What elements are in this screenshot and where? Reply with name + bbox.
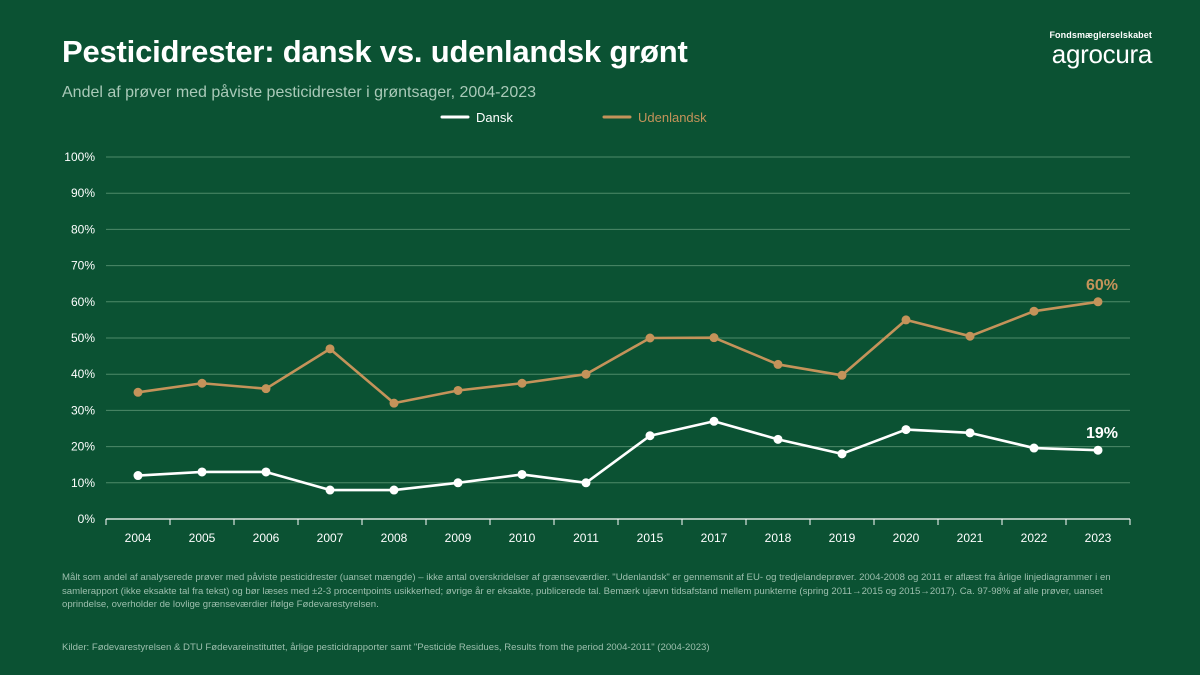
x-tick-label: 2020 [893, 531, 920, 545]
x-tick-label: 2008 [381, 531, 408, 545]
series-line-dansk [136, 419, 1100, 492]
brand-name: agrocura [1051, 39, 1153, 69]
methodology-note: Målt som andel af analyserede prøver med… [62, 572, 1111, 610]
data-point-udenlandsk [837, 370, 847, 380]
data-point-udenlandsk [901, 315, 911, 325]
data-point-udenlandsk [325, 344, 335, 354]
x-tick-label: 2022 [1021, 531, 1048, 545]
data-point-udenlandsk [389, 398, 399, 408]
y-tick-label: 30% [71, 403, 95, 417]
legend-label-dansk: Dansk [476, 110, 513, 125]
data-point-dansk [197, 467, 207, 477]
end-label-udenlandsk: 60% [1086, 277, 1118, 294]
x-tick-label: 2018 [765, 531, 792, 545]
chart-title: Pesticidrester: dansk vs. udenlandsk grø… [62, 34, 688, 69]
data-point-dansk [645, 431, 655, 441]
data-point-udenlandsk [581, 369, 591, 379]
data-point-dansk [517, 469, 527, 479]
brand-tagline: Fondsmæglerselskabet [1049, 30, 1152, 40]
line-chart: Dansk Udenlandsk 0% 10% 20% 30% 40% 50% 60% 70% 8… [64, 110, 1131, 545]
chart-legend: Dansk Udenlandsk [440, 110, 707, 125]
data-point-udenlandsk [1029, 306, 1039, 316]
x-tick-label: 2019 [829, 531, 856, 545]
chart-grid [106, 156, 1130, 484]
y-tick-label: 90% [71, 186, 95, 200]
y-tick-label: 100% [64, 150, 95, 164]
y-tick-label: 60% [71, 295, 95, 309]
y-tick-label: 10% [71, 476, 95, 490]
data-point-dansk [453, 478, 463, 488]
x-tick-label: 2006 [253, 531, 280, 545]
data-point-dansk [709, 416, 719, 426]
series-line-udenlandsk [136, 300, 1100, 405]
sources-note: Kilder: Fødevarestyrelsen & DTU Fødevare… [62, 642, 710, 653]
brand-logo: Fondsmæglerselskabet agrocura [1049, 30, 1152, 67]
data-point-udenlandsk [261, 384, 271, 394]
data-point-dansk [837, 449, 847, 459]
y-tick-label: 80% [71, 222, 95, 236]
x-axis: 2004 2005 2006 2007 2008 2009 2010 2011 2015 2017… [105, 518, 1131, 545]
data-point-dansk [1093, 445, 1103, 455]
x-tick-label: 2011 [573, 531, 599, 545]
x-tick-label: 2023 [1085, 531, 1112, 545]
data-point-udenlandsk [645, 333, 655, 343]
data-point-dansk [1029, 443, 1039, 453]
data-point-udenlandsk [197, 378, 207, 388]
data-point-udenlandsk [517, 378, 527, 388]
chart-series [133, 297, 1103, 495]
data-point-dansk [581, 478, 591, 488]
x-tick-label: 2017 [701, 531, 728, 545]
x-tick-label: 2021 [957, 531, 984, 545]
y-tick-label: 20% [71, 440, 95, 454]
data-point-dansk [389, 485, 399, 495]
data-point-dansk [965, 428, 975, 438]
data-point-dansk [261, 467, 271, 477]
legend-label-udenlandsk: Udenlandsk [638, 110, 707, 125]
data-point-udenlandsk [453, 385, 463, 395]
data-point-udenlandsk [709, 333, 719, 343]
end-label-dansk: 19% [1086, 425, 1118, 442]
data-point-dansk [773, 434, 783, 444]
data-point-udenlandsk [133, 387, 143, 397]
end-labels: 19% 60% [1086, 277, 1118, 442]
data-point-udenlandsk [1093, 297, 1103, 307]
chart-subtitle: Andel af prøver med påviste pesticidrest… [62, 84, 537, 101]
y-axis: 0% 10% 20% 30% 40% 50% 60% 70% 80% 90% 100% [64, 150, 95, 526]
data-point-dansk [901, 425, 911, 435]
data-point-udenlandsk [773, 359, 783, 369]
y-tick-label: 40% [71, 367, 95, 381]
x-tick-label: 2010 [509, 531, 536, 545]
y-tick-label: 50% [71, 331, 95, 345]
data-point-dansk [325, 485, 335, 495]
x-tick-label: 2015 [637, 531, 664, 545]
data-point-udenlandsk [965, 331, 975, 341]
y-tick-label: 70% [71, 259, 95, 273]
x-tick-label: 2007 [317, 531, 344, 545]
x-tick-label: 2005 [189, 531, 216, 545]
y-tick-label: 0% [78, 512, 96, 526]
data-point-dansk [133, 471, 143, 481]
x-tick-label: 2009 [445, 531, 472, 545]
x-tick-label: 2004 [125, 531, 152, 545]
